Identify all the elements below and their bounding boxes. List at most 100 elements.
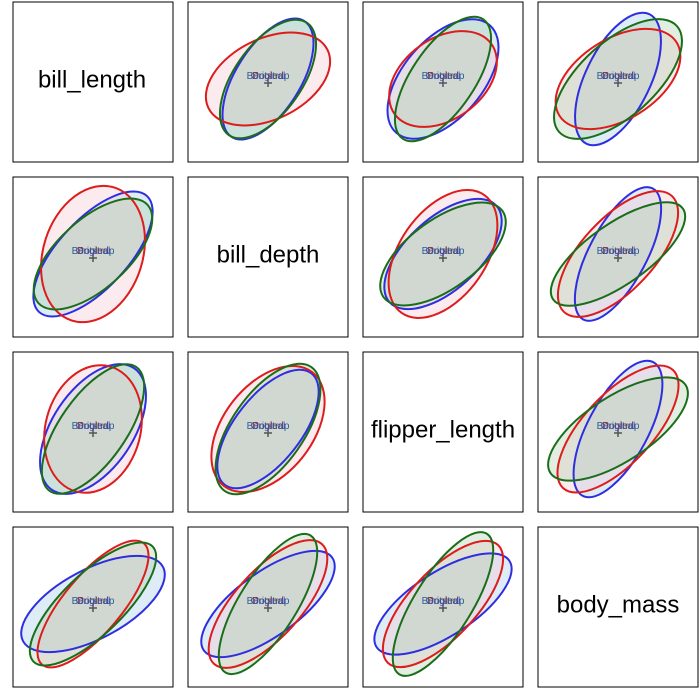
group-label-bootstrap-r4-c2: Bootstrap xyxy=(247,596,290,607)
group-label-original-r4-c2: Original xyxy=(251,596,285,607)
center-marker-r2-c1 xyxy=(89,254,97,262)
ellipse-outline-pooled-r4-c3 xyxy=(381,539,505,669)
panel-frame-r3-c1 xyxy=(12,351,174,513)
group-label-original-r3-c4: Original xyxy=(601,421,635,432)
ellipse-outline-bootstrap-r3-c1 xyxy=(40,363,146,495)
group-label-original-r1-c3: Original xyxy=(426,71,460,82)
center-marker-r3-c2 xyxy=(264,429,272,437)
group-label-pooled-r4-c3: Pooled xyxy=(427,596,458,607)
center-marker-r4-c1 xyxy=(89,604,97,612)
group-label-bootstrap-r3-c1: Bootstrap xyxy=(72,421,115,432)
ellipse-outline-original-r3-c2 xyxy=(216,368,320,490)
panel-frame-r4-c1 xyxy=(12,526,174,688)
ellipse-fill-pooled-r1-c4 xyxy=(555,28,681,130)
diag-label-body-mass: body_mass xyxy=(557,592,680,619)
panel-frame-r2-c2 xyxy=(187,176,349,338)
group-label-original-r4-c3: Original xyxy=(426,596,460,607)
ellipse-outline-original-r3-c1 xyxy=(39,363,147,495)
ellipse-outline-pooled-r4-c2 xyxy=(207,539,329,669)
panel-frame-r1-c1 xyxy=(12,1,174,163)
group-label-bootstrap-r4-c3: Bootstrap xyxy=(422,596,465,607)
ellipse-outline-bootstrap-r1-c4 xyxy=(553,18,683,140)
ellipse-fill-original-r3-c4 xyxy=(573,360,663,498)
panel-frame-r1-c2 xyxy=(187,1,349,163)
group-label-bootstrap-r3-c2: Bootstrap xyxy=(247,421,290,432)
ellipse-outline-bootstrap-r4-c2 xyxy=(217,532,319,676)
group-label-pooled-r4-c1: Pooled xyxy=(77,596,108,607)
ellipse-outline-bootstrap-r1-c3 xyxy=(393,15,493,143)
ellipse-outline-bootstrap-r3-c4 xyxy=(547,376,689,482)
ellipse-outline-pooled-r2-c4 xyxy=(556,190,680,318)
group-label-bootstrap-r3-c4: Bootstrap xyxy=(597,421,640,432)
ellipse-outline-original-r3-c4 xyxy=(572,359,664,499)
group-label-pooled-r2-c3: Pooled xyxy=(427,246,458,257)
group-label-pooled-r1-c3: Pooled xyxy=(427,71,458,82)
group-label-bootstrap-r1-c3: Bootstrap xyxy=(422,71,465,82)
center-marker-r1-c3 xyxy=(439,79,447,87)
panel-frame-r3-c3 xyxy=(362,351,524,513)
group-label-bootstrap-r1-c2: Bootstrap xyxy=(247,71,290,82)
ellipse-outline-pooled-r2-c1 xyxy=(40,184,146,324)
diag-label-flipper-length: flipper_length xyxy=(371,417,515,444)
panel-frame-r3-c2 xyxy=(187,351,349,513)
center-marker-r2-c4 xyxy=(614,254,622,262)
group-label-pooled-r3-c1: Pooled xyxy=(77,421,108,432)
panel-frame-r2-c3 xyxy=(362,176,524,338)
ellipse-fill-original-r1-c2 xyxy=(222,18,314,140)
panel-frame-r4-c2 xyxy=(187,526,349,688)
group-label-pooled-r3-c2: Pooled xyxy=(252,421,283,432)
ellipse-outline-original-r4-c1 xyxy=(20,554,166,654)
diag-label-bill-depth: bill_depth xyxy=(217,242,320,269)
group-label-pooled-r2-c4: Pooled xyxy=(602,246,633,257)
ellipse-outline-bootstrap-r2-c1 xyxy=(32,197,154,311)
panel-frame-r3-c4 xyxy=(537,351,699,513)
ellipse-outline-pooled-r3-c4 xyxy=(556,364,680,494)
group-label-pooled-r3-c4: Pooled xyxy=(602,421,633,432)
diag-label-bill-length: bill_length xyxy=(38,67,146,94)
group-label-original-r2-c1: Original xyxy=(76,246,110,257)
group-label-pooled-r2-c1: Pooled xyxy=(77,246,108,257)
group-label-bootstrap-r1-c4: Bootstrap xyxy=(597,71,640,82)
group-label-original-r1-c2: Original xyxy=(251,71,285,82)
ellipse-outline-bootstrap-r1-c2 xyxy=(218,18,318,140)
group-label-original-r2-c3: Original xyxy=(426,246,460,257)
ellipse-outline-pooled-r1-c2 xyxy=(204,31,332,127)
ellipse-outline-bootstrap-r4-c1 xyxy=(28,541,158,667)
group-label-pooled-r1-c2: Pooled xyxy=(252,71,283,82)
panel-frame-r4-c3 xyxy=(362,526,524,688)
center-marker-r4-c3 xyxy=(439,604,447,612)
center-marker-r4-c2 xyxy=(264,604,272,612)
center-marker-r1-c2 xyxy=(264,79,272,87)
panel-frame-r1-c3 xyxy=(362,1,524,163)
panel-frame-r2-c4 xyxy=(537,176,699,338)
panel-frame-r1-c4 xyxy=(537,1,699,163)
ellipse-outline-pooled-r3-c2 xyxy=(210,364,326,494)
ellipse-outline-pooled-r2-c3 xyxy=(387,189,499,319)
group-label-pooled-r4-c2: Pooled xyxy=(252,596,283,607)
center-marker-r1-c4 xyxy=(614,79,622,87)
diagonal-labels: bill_length bill_depth flipper_length bo… xyxy=(38,67,679,619)
center-marker-r3-c4 xyxy=(614,429,622,437)
ellipse-outline-pooled-r1-c4 xyxy=(554,27,682,131)
group-label-bootstrap-r2-c3: Bootstrap xyxy=(422,246,465,257)
group-label-pooled-r1-c4: Pooled xyxy=(602,71,633,82)
ellipse-outline-bootstrap-r4-c3 xyxy=(391,531,495,677)
ellipse-outline-bootstrap-r2-c4 xyxy=(549,201,687,307)
ellipse-outline-original-r1-c4 xyxy=(574,11,662,147)
group-label-original-r4-c1: Original xyxy=(76,596,110,607)
center-marker-r3-c1 xyxy=(89,429,97,437)
